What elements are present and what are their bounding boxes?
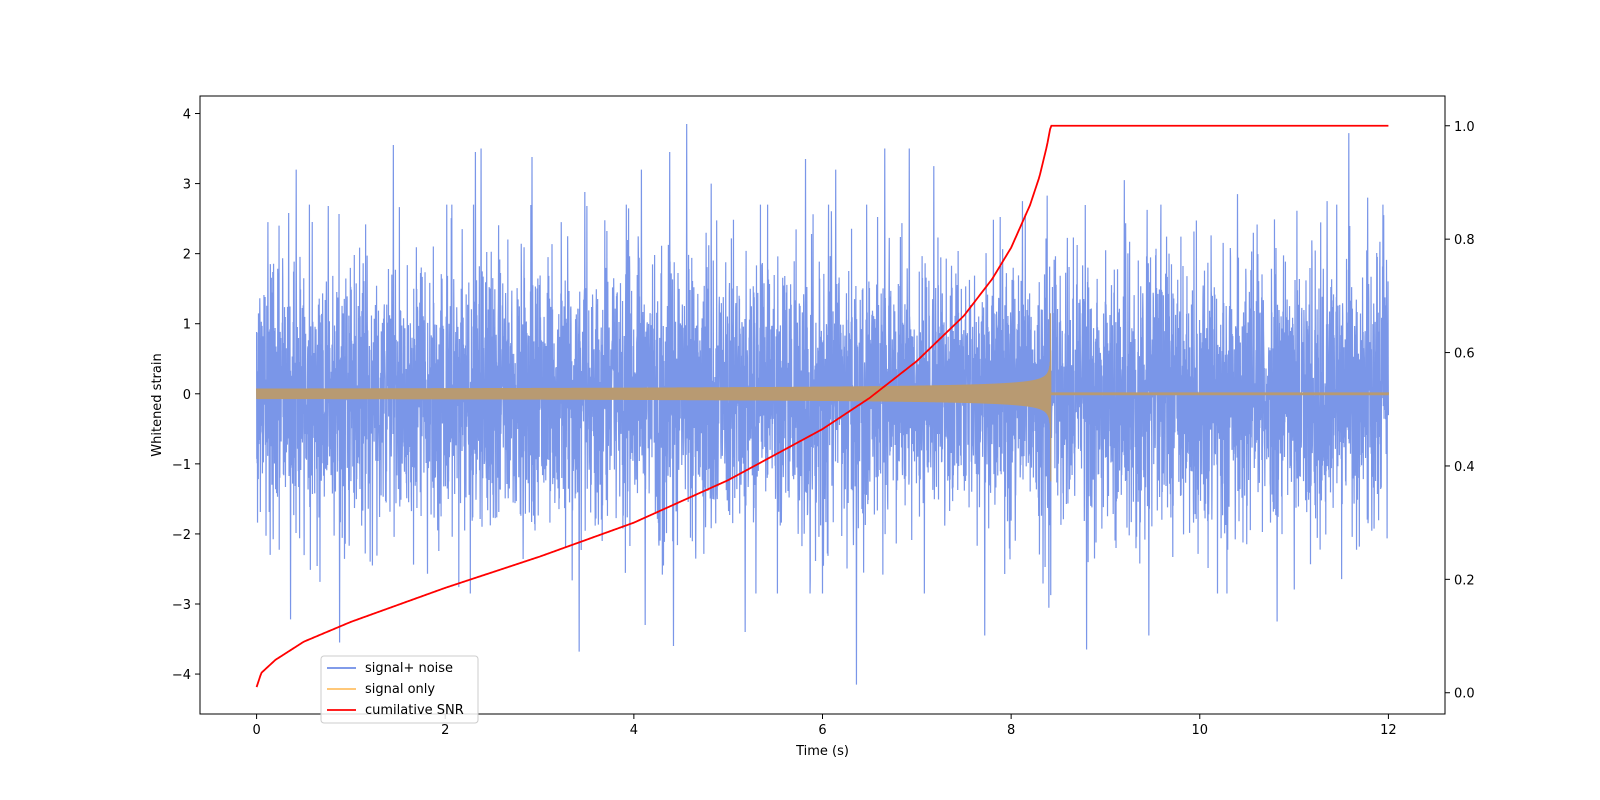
y-tick-label: −4	[172, 668, 191, 683]
x-tick-label: 4	[630, 723, 638, 738]
legend-label-cumulative-snr: cumilative SNR	[365, 703, 464, 718]
y-tick-label: 4	[183, 108, 191, 123]
x-tick-label: 10	[1191, 723, 1208, 738]
y-tick-label: 2	[183, 248, 191, 263]
legend-box	[320, 655, 479, 724]
x-axis-label: Time (s)	[795, 744, 849, 759]
x-tick-label: 2	[441, 723, 449, 738]
y-axis-left: −4 −3 −2 −1 0 1 2 3 4	[172, 108, 200, 683]
x-tick-label: 12	[1380, 723, 1397, 738]
y-axis-label: Whitened strain	[150, 353, 165, 456]
y-tick-label: 3	[183, 178, 191, 193]
legend: signal+ noise signal only cumilative SNR	[320, 655, 479, 724]
y-tick-label: −3	[172, 598, 191, 613]
y2-tick-label: 0.0	[1454, 687, 1475, 702]
y-tick-label: −2	[172, 528, 191, 543]
x-tick-label: 0	[252, 723, 260, 738]
y-tick-label: −1	[172, 458, 191, 473]
legend-label-signal-plus-noise: signal+ noise	[365, 661, 453, 676]
x-tick-label: 8	[1007, 723, 1015, 738]
y-axis-right: 0.0 0.2 0.4 0.6 0.8 1.0	[1445, 120, 1475, 702]
y2-tick-label: 0.2	[1454, 573, 1475, 588]
y2-tick-label: 0.4	[1454, 460, 1475, 475]
legend-label-signal-only: signal only	[365, 682, 435, 697]
series-signal-plus-noise	[255, 124, 1390, 685]
series-signal-only	[255, 313, 1390, 482]
plot-area	[255, 124, 1390, 688]
y-tick-label: 1	[183, 318, 191, 333]
x-tick-label: 6	[818, 723, 826, 738]
y2-tick-label: 0.8	[1454, 233, 1475, 248]
y-tick-label: 0	[183, 388, 191, 403]
series-cumulative-snr	[255, 124, 1389, 688]
y2-tick-label: 0.6	[1454, 347, 1475, 362]
y2-tick-label: 1.0	[1454, 120, 1475, 135]
